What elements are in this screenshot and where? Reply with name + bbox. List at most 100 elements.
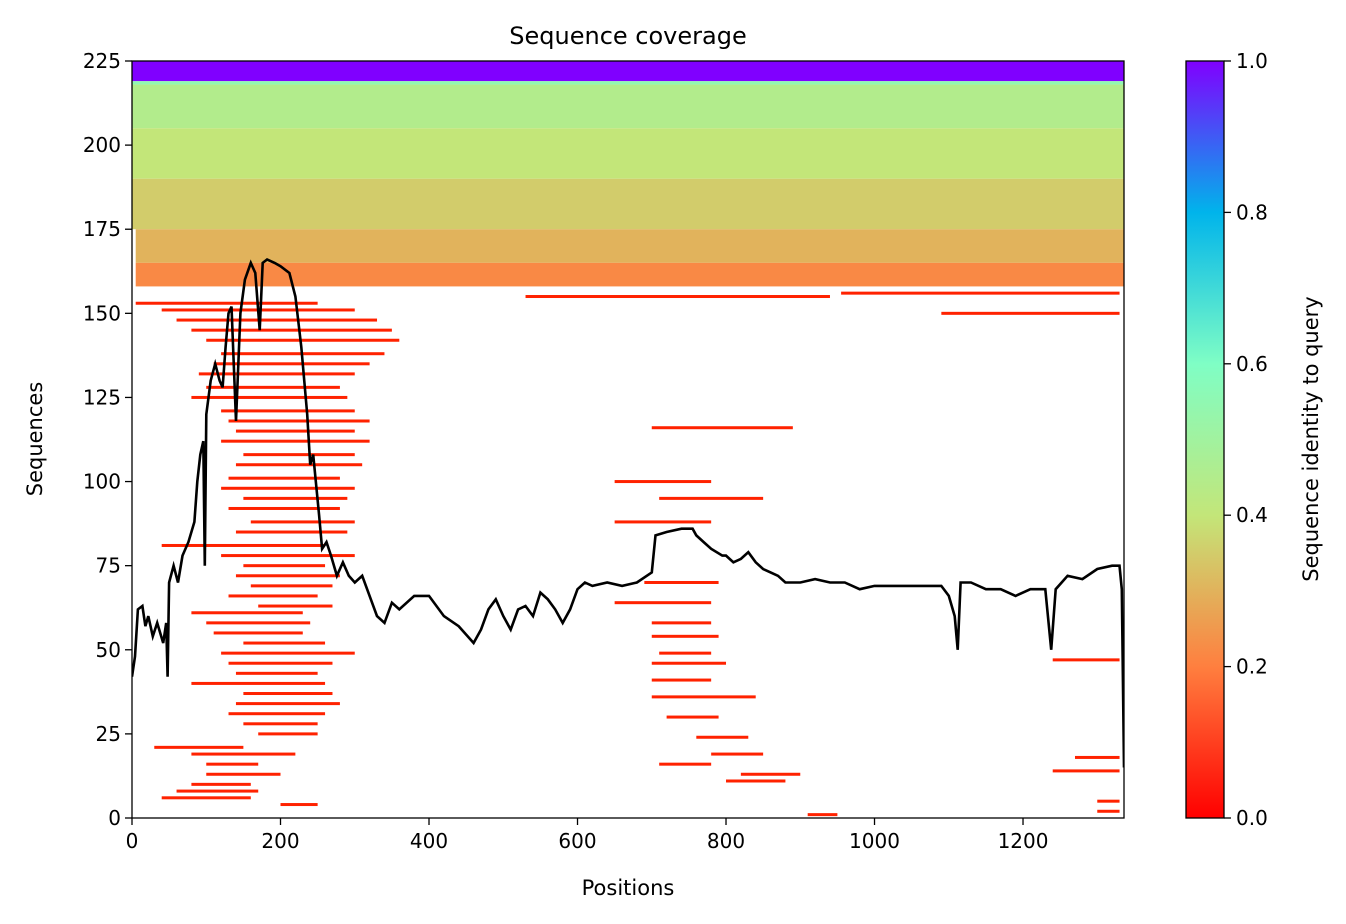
coverage-segment	[525, 295, 830, 299]
coverage-segment	[191, 752, 296, 756]
coverage-segment	[228, 506, 340, 510]
plot-frame	[131, 60, 1125, 819]
colorbar-label: Sequence identity to query	[1299, 296, 1323, 581]
coverage-segment	[614, 601, 712, 605]
coverage-segment	[1052, 658, 1120, 662]
coverage-segment	[243, 453, 355, 457]
coverage-segment	[206, 762, 259, 766]
y-tick-label: 25	[96, 722, 121, 746]
coverage-segment	[235, 671, 318, 675]
coverage-segment	[206, 338, 400, 342]
coverage-segment	[161, 796, 251, 800]
coverage-segment	[1052, 769, 1120, 773]
coverage-block	[135, 229, 1124, 263]
coverage-segment	[1097, 809, 1120, 813]
y-tick-label: 75	[96, 554, 121, 578]
y-tick-label: 225	[83, 49, 121, 73]
x-tick-label: 400	[410, 829, 448, 853]
coverage-segment	[221, 554, 355, 558]
coverage-segment	[243, 641, 326, 645]
coverage-segment	[176, 318, 378, 322]
coverage-segment	[154, 745, 244, 749]
coverage-segment	[726, 779, 786, 783]
coverage-segment	[250, 584, 333, 588]
coverage-segment	[176, 789, 259, 793]
x-axis: 0 200 400 600 800 1000 1200	[126, 818, 1048, 853]
coverage-segment	[807, 813, 838, 817]
y-tick-label: 50	[96, 638, 121, 662]
x-tick-label: 600	[558, 829, 596, 853]
colorbar-tick-label: 0.4	[1236, 503, 1268, 527]
y-tick-label: 0	[108, 806, 121, 830]
coverage-segment	[941, 311, 1120, 315]
y-tick-label: 150	[83, 301, 121, 325]
y-axis: 0 25 50 75 100 125 150 175 200 225	[83, 49, 132, 830]
coverage-segment	[228, 712, 326, 716]
coverage-segment	[221, 439, 370, 443]
colorbar	[1185, 60, 1225, 819]
y-tick-label: 200	[83, 133, 121, 157]
coverage-segment	[1097, 799, 1120, 803]
coverage-segment	[221, 486, 355, 490]
coverage-segment	[228, 661, 333, 665]
coverage-segment	[243, 692, 333, 696]
coverage-segment	[250, 520, 355, 524]
coverage-segment	[280, 803, 318, 807]
coverage-segment	[651, 695, 756, 699]
coverage-segment	[243, 496, 348, 500]
coverage-segment	[213, 631, 303, 635]
coverage-segment	[135, 301, 318, 305]
x-tick-label: 0	[126, 829, 139, 853]
coverage-segment	[1074, 755, 1120, 759]
coverage-block	[132, 128, 1124, 179]
red-segments	[135, 291, 1120, 817]
coverage-segment	[228, 594, 318, 598]
coverage-segment	[243, 722, 318, 726]
coverage-segment	[651, 426, 793, 430]
coverage-segment	[191, 681, 326, 685]
y-axis-title: Sequences	[23, 382, 47, 497]
y-tick-label: 125	[83, 385, 121, 409]
coverage-segment	[191, 611, 303, 615]
coverage-segment	[206, 385, 340, 389]
coverage-line	[132, 257, 1124, 768]
coverage-segment	[659, 762, 712, 766]
coverage-segment	[235, 702, 340, 706]
colorbar-tick-label: 0.8	[1236, 200, 1268, 224]
plot-area	[132, 61, 1124, 817]
coverage-segment	[243, 564, 326, 568]
coverage-segment	[206, 621, 311, 625]
colorbar-tick-label: 0.0	[1236, 806, 1268, 830]
coverage-segment	[651, 634, 719, 638]
coverage-segment	[221, 651, 355, 655]
coverage-segment	[235, 463, 363, 467]
chart-title: Sequence coverage	[509, 22, 746, 50]
coverage-segment	[161, 543, 326, 547]
coverage-segment	[711, 752, 764, 756]
coverage-block	[132, 84, 1124, 129]
coverage-blocks	[132, 61, 1124, 287]
y-tick-label: 175	[83, 217, 121, 241]
y-tick-label: 100	[83, 470, 121, 494]
x-axis-title: Positions	[582, 876, 675, 900]
colorbar-tick-label: 0.2	[1236, 655, 1268, 679]
coverage-segment	[191, 782, 251, 786]
coverage-segment	[614, 520, 712, 524]
coverage-block	[135, 262, 1124, 287]
coverage-segment	[221, 409, 355, 413]
coverage-segment	[235, 574, 340, 578]
coverage-block	[132, 178, 1124, 230]
colorbar-tick-label: 1.0	[1236, 49, 1268, 73]
coverage-segment	[651, 621, 712, 625]
coverage-segment	[644, 580, 719, 584]
coverage-segment	[740, 772, 801, 776]
coverage-segment	[614, 480, 712, 484]
coverage-segment	[258, 604, 333, 608]
colorbar-tick-label: 0.6	[1236, 352, 1268, 376]
x-tick-label: 800	[707, 829, 745, 853]
coverage-segment	[198, 372, 355, 376]
x-tick-label: 200	[261, 829, 299, 853]
coverage-segment	[235, 429, 355, 433]
coverage-block	[132, 81, 1124, 85]
